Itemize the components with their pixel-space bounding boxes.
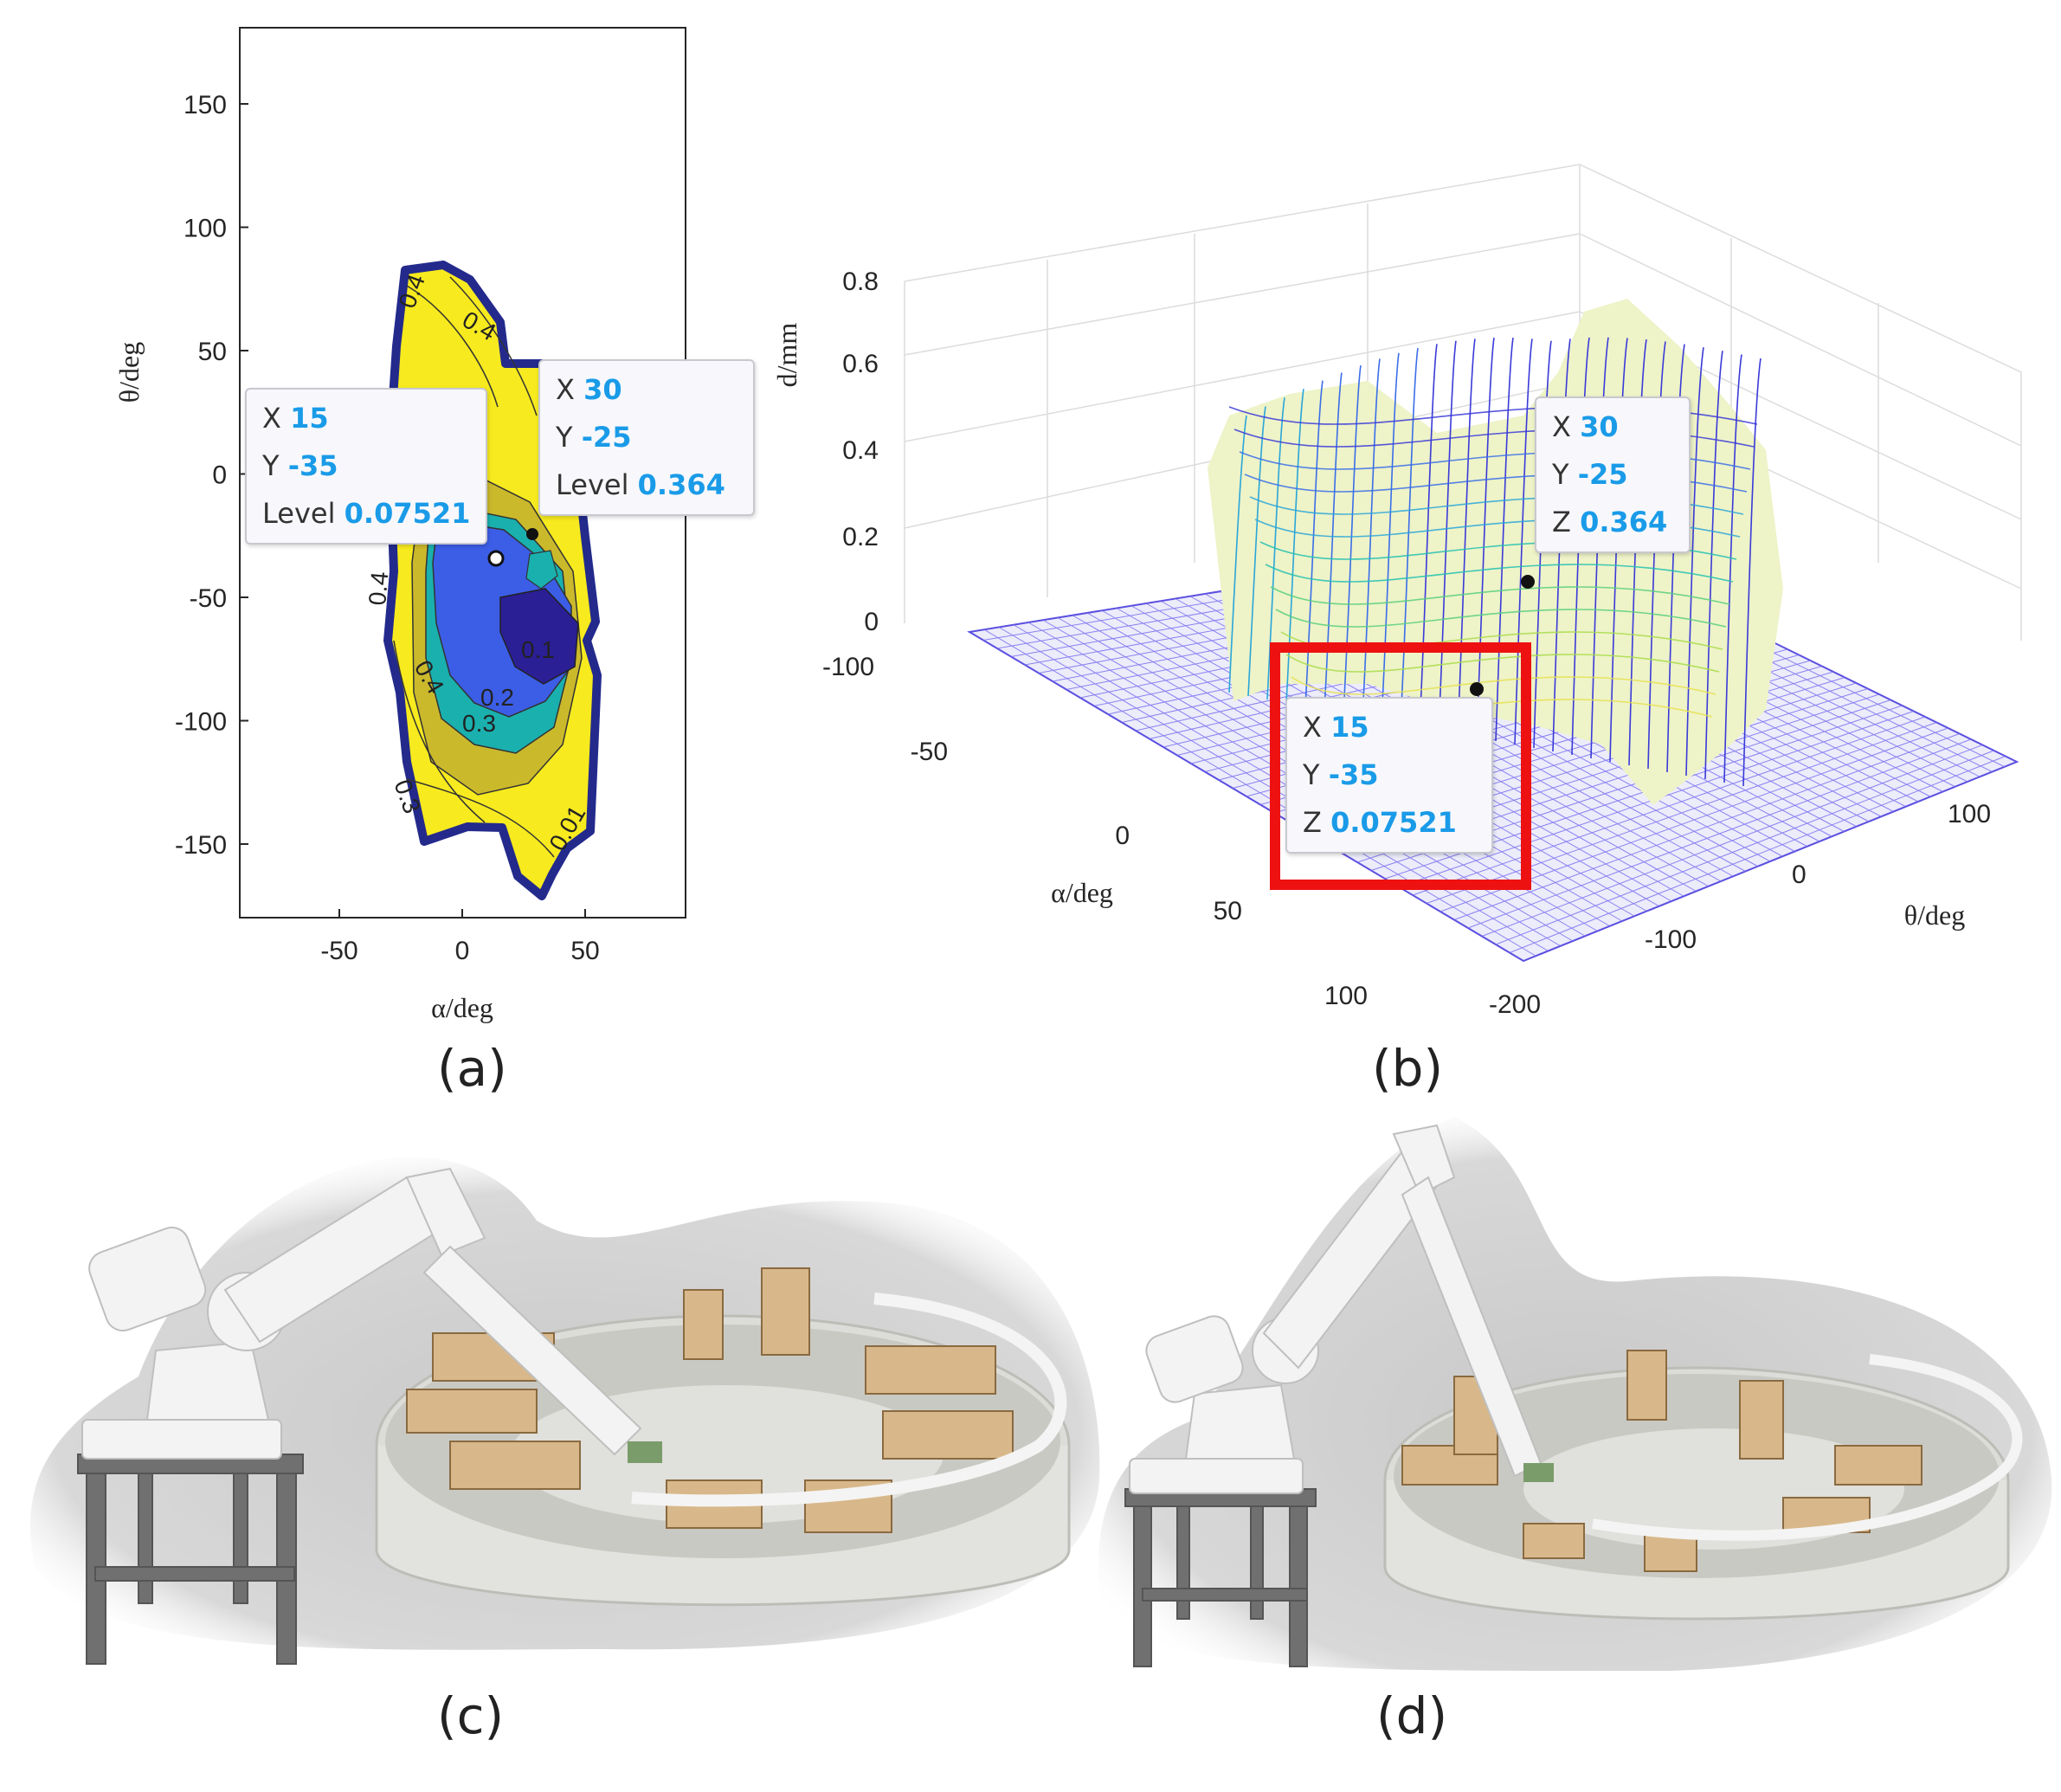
datatip-key: X xyxy=(1552,410,1571,443)
z-ticks: 0.8 0.6 0.4 0.2 0 xyxy=(842,268,879,636)
alpha-tick-label: -100 xyxy=(822,653,874,681)
x-tick-label: -50 xyxy=(320,937,357,965)
highlight-box xyxy=(1270,642,1531,890)
datatip-key: X xyxy=(1303,711,1322,744)
y-tick-label: -50 xyxy=(190,584,227,613)
theta-axis-label: θ/deg xyxy=(1904,899,1965,931)
datatip-box[interactable]: X 30 Y -25 Z 0.364 xyxy=(1535,396,1691,553)
datatip-value: 0.364 xyxy=(1580,506,1668,538)
datatip-value: 15 xyxy=(290,402,329,435)
y-axis-label: θ/deg xyxy=(113,342,145,403)
datatip-key: X xyxy=(556,373,575,406)
datatip-key: Y xyxy=(262,449,280,482)
theta-tick-label: -200 xyxy=(1489,990,1541,1019)
contour-label: 0.2 xyxy=(480,684,514,711)
y-tick-label: -100 xyxy=(175,708,227,737)
panel-caption: (b) xyxy=(1372,1039,1444,1098)
z-axis-label: d/mm xyxy=(771,323,802,388)
alpha-ticks: -100 -50 0 50 100 xyxy=(822,653,1368,1010)
alpha-tick-label: 50 xyxy=(1214,897,1242,925)
datatip-value: -25 xyxy=(581,421,632,454)
datatip-value: 0.364 xyxy=(637,468,725,501)
datatip-box[interactable]: X 30 Y -25 Level 0.364 xyxy=(538,359,755,516)
datatip-marker[interactable] xyxy=(1521,575,1535,589)
z-tick-label: 0.2 xyxy=(842,523,879,551)
datatip-value: 0.07521 xyxy=(344,497,471,530)
contour-label: 0.1 xyxy=(521,636,555,663)
datatip-value: -35 xyxy=(1328,758,1379,791)
z-tick-label: 0.8 xyxy=(842,268,879,296)
datatip-value: 30 xyxy=(583,373,622,406)
y-ticks: 150 100 50 0 -50 -100 -150 xyxy=(175,91,248,860)
datatip-marker[interactable] xyxy=(526,528,538,540)
y-tick-label: 0 xyxy=(212,461,227,490)
datatip-value: 30 xyxy=(1580,410,1619,443)
robot-cell-illustration xyxy=(1098,1117,2052,1672)
datatip-key: Level xyxy=(262,497,336,530)
panel-a-contour: 0.4 0.4 0.4 0.3 0.2 0.1 0.3 0.4 0.01 150… xyxy=(0,0,755,1098)
y-tick-label: 50 xyxy=(198,338,227,366)
datatip-value: 15 xyxy=(1330,711,1369,744)
datatip-box[interactable]: X 15 Y -35 Z 0.07521 xyxy=(1285,697,1493,854)
theta-tick-label: 100 xyxy=(1948,800,1991,828)
panel-d-robot-render: (d) xyxy=(1091,1117,2061,1792)
datatip-value: 0.07521 xyxy=(1330,806,1457,839)
datatip-key: Z xyxy=(1552,506,1571,538)
z-tick-label: 0 xyxy=(864,608,879,636)
panel-caption: (a) xyxy=(437,1039,507,1098)
alpha-tick-label: 0 xyxy=(1115,822,1130,850)
axes-walls xyxy=(904,164,2022,641)
panel-caption: (d) xyxy=(1376,1686,1448,1745)
panel-b-surface: 0.8 0.6 0.4 0.2 0 -100 -50 0 50 100 100 0 -100 -200… xyxy=(762,0,2060,1098)
x-tick-label: 0 xyxy=(455,937,470,965)
x-ticks: -50 0 50 xyxy=(320,909,600,965)
datatip-value: -25 xyxy=(1577,458,1628,491)
y-tick-label: -150 xyxy=(175,831,227,860)
y-tick-label: 100 xyxy=(184,215,227,243)
theta-tick-label: -100 xyxy=(1645,925,1697,954)
alpha-axis-label: α/deg xyxy=(1051,877,1113,908)
datatip-box[interactable]: X 15 Y -35 Level 0.07521 xyxy=(245,388,487,545)
theta-tick-label: 0 xyxy=(1792,861,1807,889)
datatip-key: Level xyxy=(556,468,629,501)
datatip-key: Y xyxy=(1303,758,1320,791)
surface-chart: 0.8 0.6 0.4 0.2 0 -100 -50 0 50 100 100 0 -100 -200… xyxy=(771,164,2022,1019)
panel-c-robot-render: (c) xyxy=(0,1117,1108,1792)
x-axis-label: α/deg xyxy=(431,992,493,1023)
datatip-value: -35 xyxy=(287,449,338,482)
z-tick-label: 0.6 xyxy=(842,350,879,378)
datatip-key: Y xyxy=(1552,458,1569,491)
datatip-marker[interactable] xyxy=(1470,682,1484,696)
datatip-key: Y xyxy=(556,421,573,454)
x-tick-label: 50 xyxy=(570,937,599,965)
contour-label: 0.3 xyxy=(462,710,496,737)
datatip-key: X xyxy=(262,402,281,435)
panel-caption: (c) xyxy=(437,1686,505,1745)
alpha-tick-label: 100 xyxy=(1324,982,1368,1010)
robot-cell-illustration xyxy=(30,1157,1100,1665)
datatip-marker[interactable] xyxy=(487,550,505,567)
contour-label: 0.4 xyxy=(364,570,393,606)
datatip-key: Z xyxy=(1303,806,1322,839)
y-tick-label: 150 xyxy=(184,91,227,119)
alpha-tick-label: -50 xyxy=(911,738,948,766)
theta-ticks: 100 0 -100 -200 xyxy=(1489,800,1991,1019)
z-tick-label: 0.4 xyxy=(842,436,879,465)
